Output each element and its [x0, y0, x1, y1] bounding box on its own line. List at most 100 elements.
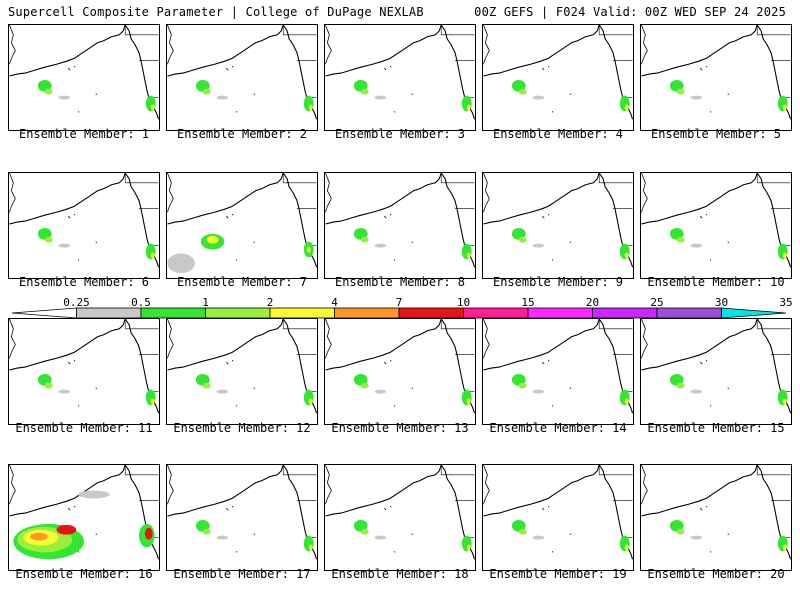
canada-border	[282, 465, 317, 476]
map-canvas	[9, 319, 159, 414]
ensemble-member-map	[640, 464, 792, 571]
kamchatka-coastline	[325, 319, 332, 359]
map-canvas	[9, 25, 159, 120]
scp-contour-area	[202, 382, 211, 389]
alaska-coastline	[9, 465, 126, 517]
colorbar-segment	[140, 307, 206, 319]
ensemble-member-map	[324, 172, 476, 279]
colorbar-segment	[269, 307, 335, 319]
scp-contour-area	[58, 243, 71, 248]
ensemble-member-map	[640, 318, 792, 425]
colorbar-tick-label: 30	[714, 296, 729, 309]
scp-contour-area	[624, 104, 629, 111]
island-marks	[542, 65, 572, 113]
canada-border	[124, 173, 159, 184]
island-marks	[700, 65, 730, 113]
kamchatka-coastline	[641, 25, 648, 65]
colorbar-tick-label: 4	[331, 296, 338, 309]
scp-contour-area	[690, 535, 703, 540]
scp-contour-area	[690, 389, 703, 394]
member-label: Ensemble Member: 1	[18, 127, 150, 141]
member-label: Ensemble Member: 12	[173, 421, 311, 435]
canada-border	[282, 319, 317, 330]
canada-border	[124, 319, 159, 330]
colorbar-segment	[656, 307, 722, 319]
island-marks	[226, 213, 256, 261]
canada-border	[440, 465, 475, 476]
canada-border	[756, 173, 791, 184]
canada-border	[124, 25, 159, 36]
member-label: Ensemble Member: 16	[15, 567, 153, 581]
map-canvas	[641, 465, 791, 560]
colorbar-segment	[11, 307, 77, 319]
scp-contour-area	[360, 88, 369, 95]
kamchatka-coastline	[325, 25, 332, 65]
colorbar-segment	[398, 307, 464, 319]
member-label: Ensemble Member: 5	[650, 127, 782, 141]
ensemble-member-map	[8, 464, 160, 571]
map-canvas	[325, 25, 475, 120]
colorbar-tick-label: 20	[585, 296, 600, 309]
scp-contour-area	[782, 398, 787, 405]
island-marks	[384, 213, 414, 261]
member-label: Ensemble Member: 2	[176, 127, 308, 141]
scp-contour-area	[676, 382, 685, 389]
scp-contour-area	[374, 389, 387, 394]
scp-contour-area	[353, 373, 368, 386]
scp-contour-area	[624, 252, 629, 259]
ensemble-member-map	[482, 24, 634, 131]
map-canvas	[325, 319, 475, 414]
scp-contour-area	[56, 524, 77, 535]
island-marks	[384, 65, 414, 113]
scp-contour-area	[195, 519, 210, 532]
colorbar-segment	[76, 307, 142, 319]
member-label: Ensemble Member: 17	[173, 567, 311, 581]
colorbar-segment	[205, 307, 271, 319]
kamchatka-coastline	[483, 173, 490, 213]
canada-border	[598, 319, 633, 330]
alaska-coastline	[167, 319, 284, 371]
alaska-coastline	[325, 319, 442, 371]
alaska-coastline	[325, 173, 442, 225]
canada-border	[756, 319, 791, 330]
scp-contour-area	[150, 104, 155, 111]
scp-contour-area	[353, 227, 368, 240]
scp-contour-area	[216, 535, 229, 540]
colorbar-tick-label: 25	[650, 296, 664, 309]
kamchatka-coastline	[167, 173, 174, 213]
island-marks	[68, 213, 98, 261]
scp-contour-area	[466, 252, 471, 259]
scp-contour-area	[466, 544, 471, 551]
scp-contour-area	[782, 252, 787, 259]
scp-contour-area	[518, 88, 527, 95]
colorbar-segment	[592, 307, 658, 319]
scp-contour-area	[353, 79, 368, 92]
kamchatka-coastline	[641, 465, 648, 505]
colorbar-tick-label: 10	[456, 296, 471, 309]
scp-contour-area	[676, 236, 685, 243]
map-canvas	[483, 319, 633, 414]
member-label: Ensemble Member: 18	[331, 567, 469, 581]
member-label: Ensemble Member: 10	[647, 275, 785, 289]
scp-contour-area	[532, 389, 545, 394]
island-marks	[700, 359, 730, 407]
scp-contour-area	[206, 235, 219, 244]
scp-contour-area	[202, 88, 211, 95]
scp-contour-area	[676, 528, 685, 535]
colorbar-segment	[463, 307, 529, 319]
scp-contour-area	[308, 544, 313, 551]
colorbar-tick-label: 15	[521, 296, 535, 309]
scp-contour-area	[195, 373, 210, 386]
canada-border	[598, 25, 633, 36]
kamchatka-coastline	[167, 465, 174, 505]
scp-contour-area	[30, 532, 48, 541]
scp-contour-area	[37, 227, 52, 240]
colorbar-tick-label: 2	[266, 296, 274, 309]
scp-contour-area	[518, 382, 527, 389]
scp-contour-area	[308, 104, 313, 111]
kamchatka-coastline	[9, 25, 16, 65]
island-marks	[68, 65, 98, 113]
member-label: Ensemble Member: 14	[489, 421, 627, 435]
island-marks	[700, 505, 730, 553]
scp-contour-area	[532, 535, 545, 540]
